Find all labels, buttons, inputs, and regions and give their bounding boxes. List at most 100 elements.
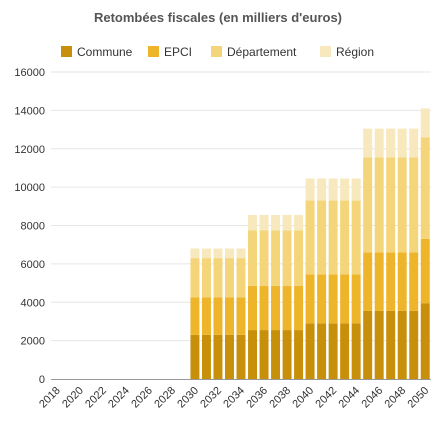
bar-2035-0 <box>248 330 258 379</box>
bar-2040-2 <box>305 200 315 275</box>
bar-2049-2 <box>409 157 419 253</box>
x-tick-label-13: 2044 <box>336 385 362 411</box>
bar-2030-3 <box>190 248 200 259</box>
x-tick-label-14: 2046 <box>360 385 386 411</box>
chart-title: Retombées fiscales (en milliers d'euros) <box>94 10 342 25</box>
legend-label-0: Commune <box>77 45 133 59</box>
bar-2044-0 <box>351 323 361 379</box>
bar-2032-2 <box>213 258 223 298</box>
bar-2041-2 <box>317 200 327 275</box>
bar-2030-1 <box>190 297 200 335</box>
bar-2049-1 <box>409 252 419 311</box>
bar-2036-2 <box>259 230 269 286</box>
bar-2038-0 <box>282 330 292 379</box>
bar-2030-2 <box>190 258 200 298</box>
y-tick-label-3: 6000 <box>21 259 45 271</box>
bars <box>190 108 430 379</box>
bar-2037-2 <box>271 230 281 286</box>
bar-2045-1 <box>363 252 373 311</box>
x-tick-label-15: 2048 <box>383 385 409 411</box>
x-tick-label-1: 2020 <box>60 385 86 411</box>
x-tick-label-11: 2040 <box>290 385 316 411</box>
bar-2037-0 <box>271 330 281 379</box>
bar-2045-3 <box>363 128 373 158</box>
legend-label-1: EPCI <box>164 45 192 59</box>
bar-2042-2 <box>328 200 338 275</box>
bar-2046-3 <box>374 128 384 158</box>
bar-2046-2 <box>374 157 384 253</box>
y-tick-label-1: 2000 <box>21 336 45 348</box>
bar-2038-1 <box>282 285 292 331</box>
bar-2040-0 <box>305 323 315 379</box>
bar-2046-1 <box>374 252 384 311</box>
bar-2044-1 <box>351 274 361 324</box>
bar-2035-1 <box>248 285 258 331</box>
legend-swatch-2 <box>211 46 222 57</box>
bar-2037-1 <box>271 285 281 331</box>
bar-2045-2 <box>363 157 373 253</box>
bar-2043-0 <box>340 323 350 379</box>
bar-2034-3 <box>236 248 246 259</box>
x-tick-label-7: 2032 <box>198 385 224 411</box>
x-tick-label-2: 2022 <box>83 385 109 411</box>
legend-label-2: Département <box>227 45 297 59</box>
bar-2032-1 <box>213 297 223 335</box>
bar-2033-3 <box>224 248 234 259</box>
bar-2041-3 <box>317 178 327 201</box>
bar-2042-3 <box>328 178 338 201</box>
bar-2048-1 <box>397 252 407 311</box>
bar-2045-0 <box>363 310 373 379</box>
bar-2050-1 <box>420 238 430 304</box>
bar-2031-3 <box>201 248 211 259</box>
legend-swatch-3 <box>320 46 331 57</box>
bar-2037-3 <box>271 214 281 231</box>
bar-2033-2 <box>224 258 234 298</box>
x-tick-label-3: 2024 <box>106 385 132 411</box>
bar-2039-1 <box>294 285 304 331</box>
bar-2047-3 <box>386 128 396 158</box>
x-tick-label-16: 2050 <box>406 385 432 411</box>
bar-2047-0 <box>386 310 396 379</box>
y-tick-label-8: 16000 <box>14 67 45 79</box>
x-tick-label-4: 2026 <box>129 385 155 411</box>
bar-2030-0 <box>190 334 200 379</box>
bar-2039-0 <box>294 330 304 379</box>
y-tick-label-2: 4000 <box>21 297 45 309</box>
bar-2043-1 <box>340 274 350 324</box>
x-tick-label-9: 2036 <box>244 385 270 411</box>
legend-swatch-0 <box>61 46 72 57</box>
bar-2042-1 <box>328 274 338 324</box>
bar-2049-0 <box>409 310 419 379</box>
bar-2041-1 <box>317 274 327 324</box>
bar-2043-2 <box>340 200 350 275</box>
bar-2050-3 <box>420 108 430 138</box>
legend-swatch-1 <box>148 46 159 57</box>
bar-2034-1 <box>236 297 246 335</box>
y-tick-label-5: 10000 <box>14 182 45 194</box>
bar-2034-2 <box>236 258 246 298</box>
bar-2036-0 <box>259 330 269 379</box>
bar-2039-3 <box>294 214 304 231</box>
bar-2035-2 <box>248 230 258 286</box>
bar-2041-0 <box>317 323 327 379</box>
bar-2034-0 <box>236 334 246 379</box>
bar-2043-3 <box>340 178 350 201</box>
bar-2042-0 <box>328 323 338 379</box>
x-tick-label-0: 2018 <box>37 385 63 411</box>
x-axis: 2018202020222024202620282030203220342036… <box>37 379 432 411</box>
bar-2040-1 <box>305 274 315 324</box>
bar-2032-0 <box>213 334 223 379</box>
bar-2036-3 <box>259 214 269 231</box>
x-tick-label-12: 2042 <box>313 385 339 411</box>
bar-2031-0 <box>201 334 211 379</box>
bar-2048-3 <box>397 128 407 158</box>
x-tick-label-6: 2030 <box>175 385 201 411</box>
bar-2050-2 <box>420 137 430 239</box>
bar-2049-3 <box>409 128 419 158</box>
bar-2044-2 <box>351 200 361 275</box>
bar-2031-2 <box>201 258 211 298</box>
bar-2044-3 <box>351 178 361 201</box>
bar-2033-1 <box>224 297 234 335</box>
x-tick-label-10: 2038 <box>267 385 293 411</box>
legend: Commune EPCI Département Région <box>61 45 374 59</box>
